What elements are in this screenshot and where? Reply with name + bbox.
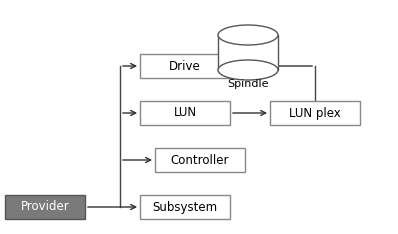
Ellipse shape bbox=[218, 60, 278, 80]
Bar bbox=[270, 101, 360, 125]
Ellipse shape bbox=[218, 25, 278, 45]
Text: Controller: Controller bbox=[171, 154, 229, 167]
Text: Drive: Drive bbox=[169, 59, 201, 73]
Bar bbox=[140, 54, 230, 78]
Bar bbox=[140, 101, 230, 125]
Text: Spindle: Spindle bbox=[227, 79, 269, 89]
Text: LUN plex: LUN plex bbox=[289, 106, 341, 120]
Bar bbox=[5, 195, 85, 219]
Bar bbox=[140, 195, 230, 219]
Text: LUN: LUN bbox=[174, 106, 197, 120]
Text: Subsystem: Subsystem bbox=[152, 201, 218, 213]
Bar bbox=[218, 35, 278, 70]
Text: Provider: Provider bbox=[21, 201, 69, 213]
Bar bbox=[155, 148, 245, 172]
